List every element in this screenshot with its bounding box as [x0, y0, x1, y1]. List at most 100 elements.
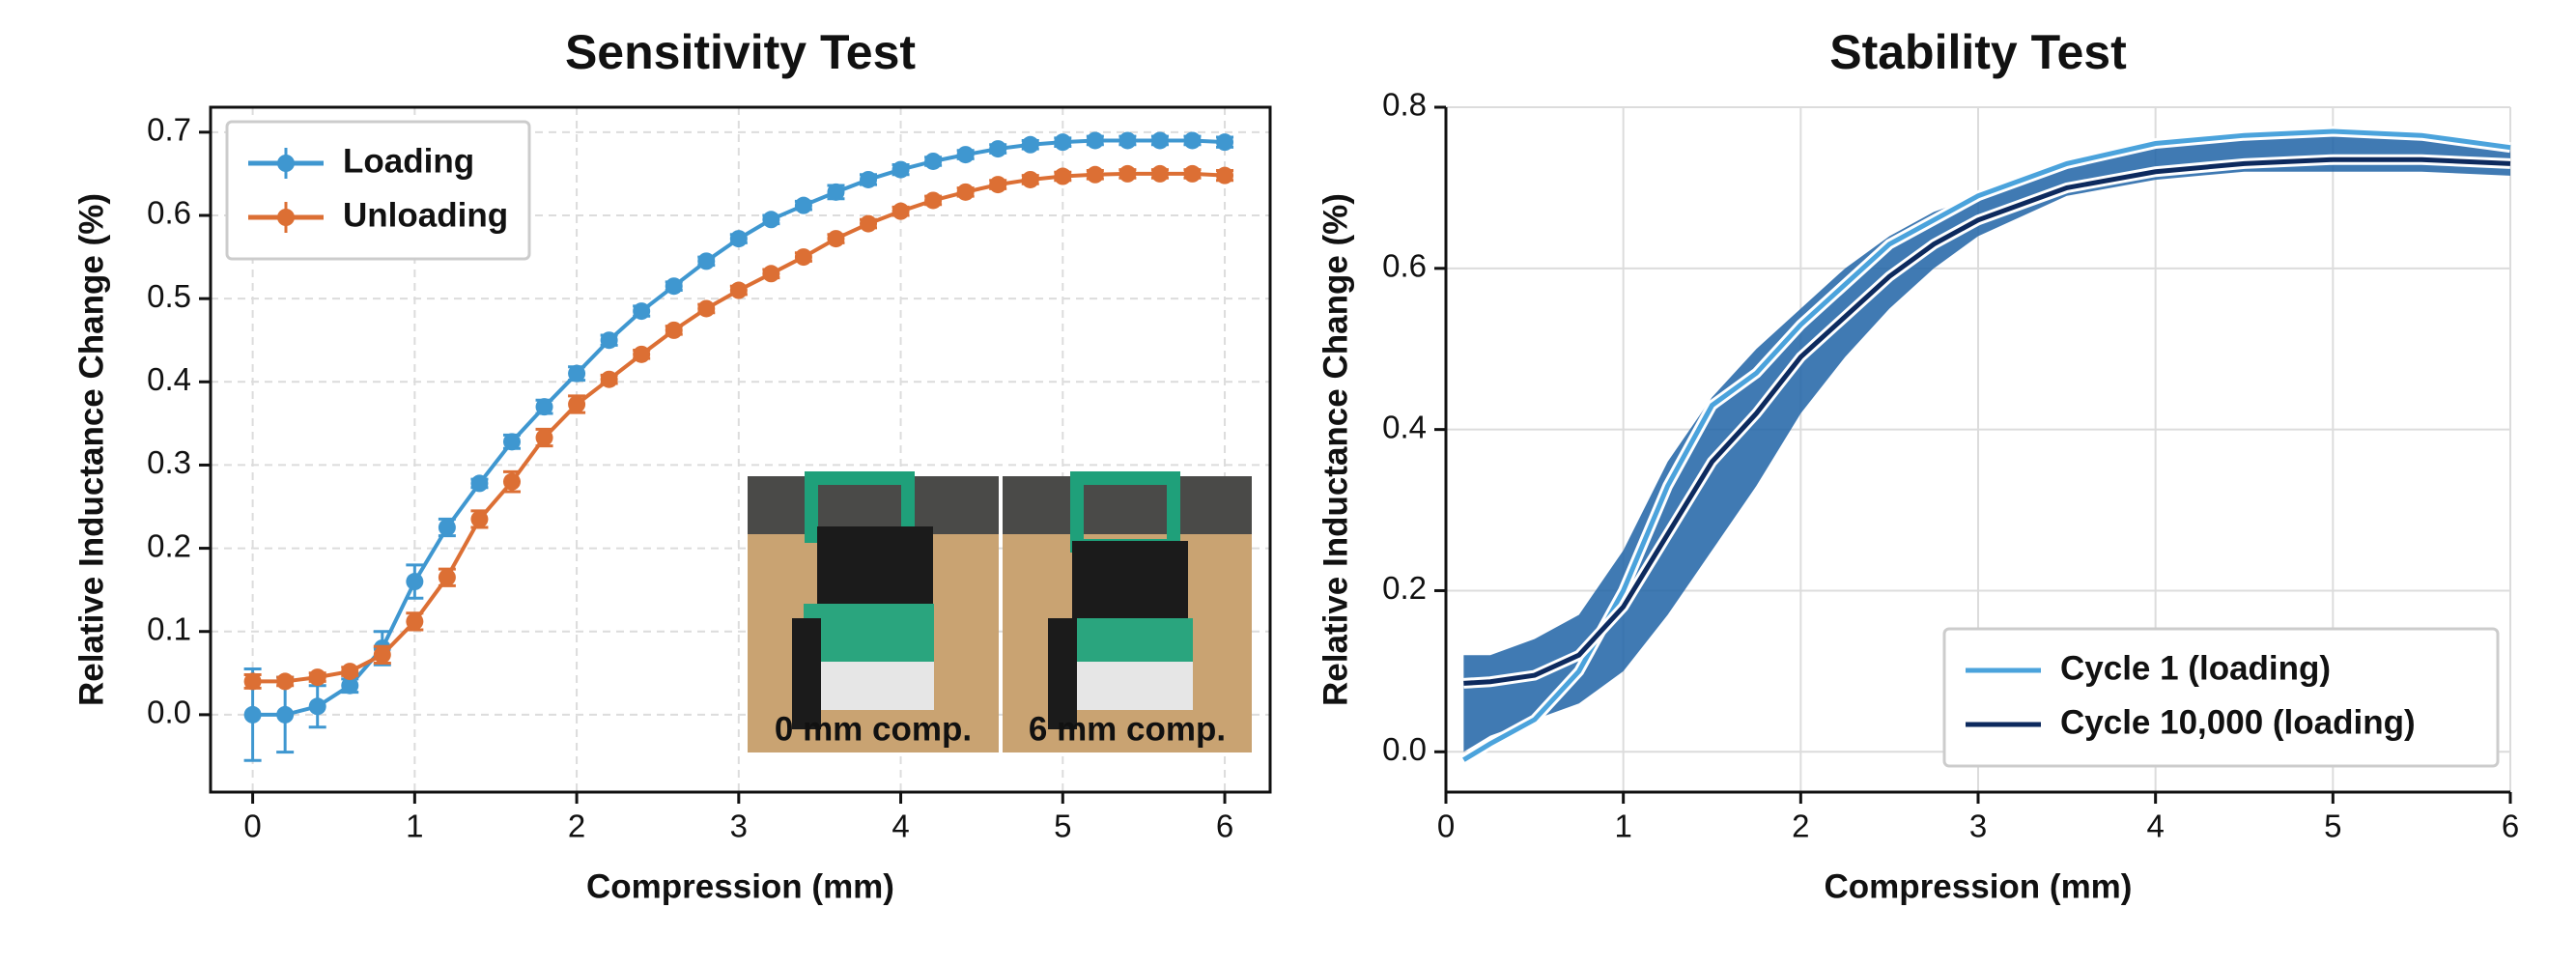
- legend-swatch: [277, 209, 295, 226]
- legend-swatch: [277, 155, 295, 172]
- marker: [1150, 131, 1169, 150]
- y-tick-label: 0.2: [1382, 570, 1427, 606]
- marker: [600, 331, 618, 350]
- marker: [1086, 131, 1104, 150]
- marker: [1054, 133, 1072, 152]
- marker: [827, 230, 845, 248]
- annotation: 6 mm comp.: [1029, 710, 1226, 748]
- marker: [794, 248, 812, 267]
- line: [1462, 128, 2511, 762]
- marker: [892, 202, 910, 220]
- y-tick-label: 0.2: [147, 527, 191, 563]
- x-tick-label: 4: [2146, 809, 2164, 844]
- panel: Stability Test Compression (mm) Relative I…: [1316, 25, 2519, 905]
- marker: [1183, 164, 1202, 183]
- marker: [892, 160, 910, 179]
- marker: [502, 433, 521, 451]
- x-axis-label: Compression (mm): [586, 867, 894, 905]
- photo-wall: [1003, 476, 1252, 534]
- marker: [535, 398, 553, 416]
- marker: [535, 429, 553, 447]
- x-tick-label: 3: [1969, 809, 1987, 844]
- marker: [406, 573, 424, 591]
- marker: [568, 395, 586, 413]
- panel: Sensitivity Test Compression (mm) Relative…: [72, 25, 1272, 905]
- marker: [341, 663, 359, 681]
- marker: [989, 176, 1007, 194]
- marker: [438, 568, 456, 586]
- y-tick-label: 0.6: [147, 195, 191, 231]
- marker: [956, 183, 975, 201]
- marker: [1150, 164, 1169, 183]
- marker: [860, 170, 878, 188]
- marker: [860, 214, 878, 233]
- marker: [341, 676, 359, 695]
- y-tick-label: 0.7: [147, 112, 191, 148]
- marker: [1118, 164, 1137, 183]
- marker: [697, 252, 716, 270]
- photo-lattice: [1062, 618, 1193, 662]
- marker: [1118, 131, 1137, 150]
- inset-photos: 0 mm comp. 6 mm comp.: [748, 471, 1252, 752]
- x-tick-label: 6: [2502, 809, 2519, 844]
- marker: [729, 230, 748, 248]
- x-tick-label: 2: [1792, 809, 1809, 844]
- x-tick-label: 0: [1437, 809, 1455, 844]
- photo-block: [817, 526, 933, 604]
- marker: [924, 152, 943, 170]
- marker: [1216, 166, 1234, 184]
- legend-label: Cycle 10,000 (loading): [2060, 703, 2416, 741]
- photo-lattice: [1062, 662, 1193, 710]
- marker: [956, 146, 975, 164]
- marker: [406, 612, 424, 631]
- legend-label: Unloading: [343, 196, 508, 234]
- marker: [665, 277, 683, 296]
- marker: [1021, 170, 1039, 188]
- marker: [633, 302, 651, 321]
- y-tick-label: 0.0: [147, 695, 191, 730]
- marker: [373, 645, 391, 664]
- plot-frame: [209, 105, 1272, 794]
- y-tick-label: 0.0: [1382, 731, 1427, 767]
- marker: [470, 474, 489, 493]
- marker: [762, 265, 780, 283]
- x-tick-label: 3: [730, 809, 748, 844]
- annotation: 0 mm comp.: [775, 710, 972, 748]
- legend-label: Loading: [343, 142, 474, 180]
- photo-base: [1048, 618, 1077, 729]
- marker: [989, 140, 1007, 158]
- legend-box: [225, 120, 531, 261]
- marker: [470, 510, 489, 528]
- line-outline: [1463, 154, 2511, 689]
- marker: [1021, 135, 1039, 154]
- marker: [827, 183, 845, 201]
- y-tick-label: 0.4: [147, 361, 191, 397]
- photo-lattice: [804, 604, 934, 662]
- marker: [1054, 167, 1072, 185]
- x-axis-label: Compression (mm): [1825, 867, 2133, 905]
- marker: [924, 191, 943, 210]
- marker: [568, 364, 586, 383]
- marker: [502, 472, 521, 491]
- marker: [243, 705, 262, 724]
- y-tick-label: 0.4: [1382, 409, 1427, 444]
- y-axis-label: Relative Inductance Change (%): [1316, 193, 1354, 706]
- marker: [276, 705, 295, 724]
- legend-label: Cycle 1 (loading): [2060, 649, 2331, 687]
- marker: [1086, 165, 1104, 184]
- x-tick-label: 4: [892, 809, 909, 844]
- marker: [697, 299, 716, 318]
- x-tick-label: 5: [2324, 809, 2341, 844]
- x-tick-label: 5: [1054, 809, 1071, 844]
- y-tick-label: 0.6: [1382, 248, 1427, 284]
- marker: [665, 321, 683, 339]
- x-tick-label: 1: [406, 809, 423, 844]
- photo-wall: [748, 476, 999, 534]
- x-tick-label: 6: [1216, 809, 1233, 844]
- marker: [633, 345, 651, 363]
- marker: [308, 668, 326, 687]
- marker: [729, 281, 748, 299]
- y-tick-label: 0.3: [147, 444, 191, 480]
- marker: [276, 672, 295, 691]
